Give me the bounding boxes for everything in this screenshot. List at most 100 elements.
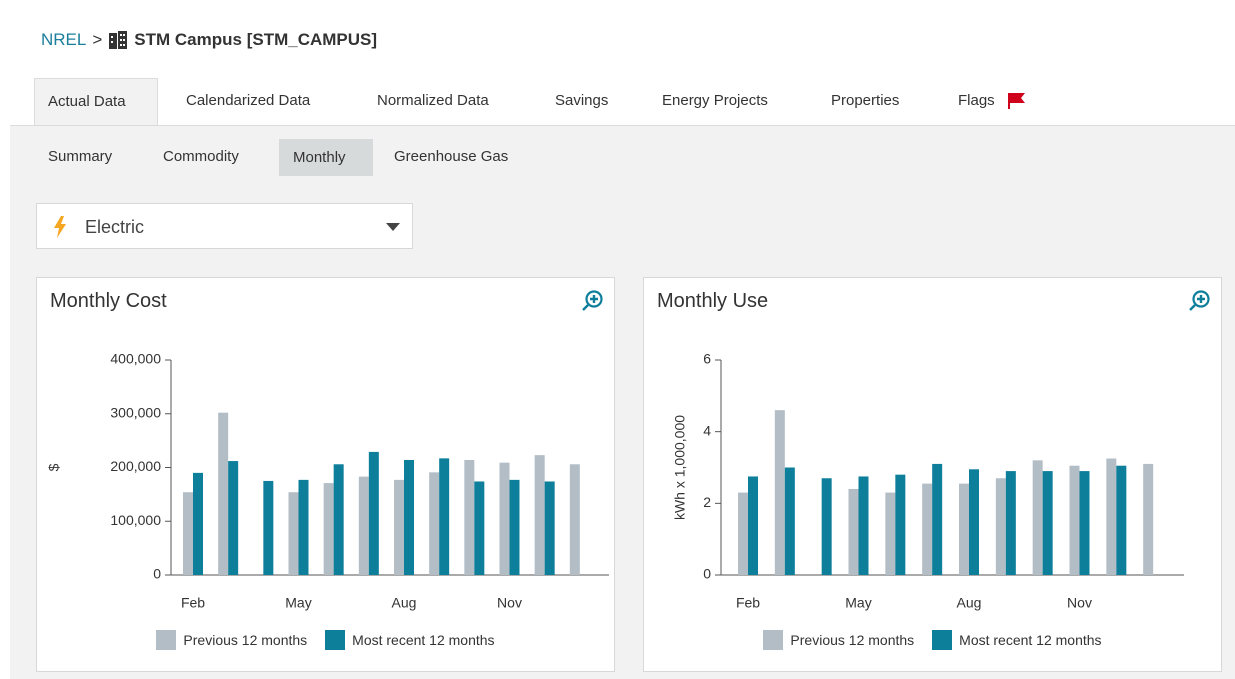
bar	[932, 463, 943, 575]
bar	[848, 489, 859, 575]
zoom-plus	[1189, 295, 1205, 311]
bar	[404, 459, 414, 575]
bar	[1042, 471, 1053, 575]
x-tick-label: Nov	[1067, 595, 1092, 611]
legend-label: Previous 12 months	[790, 632, 915, 648]
legend-item: Previous 12 months	[156, 630, 307, 650]
legend-item: Most recent 12 months	[325, 630, 495, 650]
bar	[429, 472, 440, 575]
bar	[1106, 458, 1117, 575]
zoom-icon[interactable]	[581, 290, 603, 312]
legend-item: Most recent 12 months	[932, 630, 1102, 650]
x-tick-label: May	[285, 595, 311, 611]
chart-title: Monthly Cost	[50, 290, 167, 312]
legend: Previous 12 months Most recent 12 months	[644, 630, 1221, 650]
subtab[interactable]: Greenhouse Gas	[394, 148, 509, 165]
bar	[358, 476, 369, 575]
legend-swatch	[325, 630, 346, 650]
lightning-icon	[54, 216, 66, 238]
breadcrumb-separator: >	[92, 30, 103, 49]
bar	[263, 480, 274, 575]
y-axis-label: $	[46, 463, 62, 471]
bar	[1069, 465, 1080, 575]
zoom-plus	[582, 295, 598, 311]
flag-icon	[1008, 93, 1025, 109]
bar	[969, 469, 979, 575]
bar	[922, 483, 933, 575]
bar	[885, 492, 896, 575]
zoom-icon[interactable]	[1188, 290, 1210, 312]
breadcrumb-root[interactable]: NREL	[41, 30, 87, 49]
bar	[858, 476, 869, 575]
bar	[368, 451, 379, 575]
bar	[738, 492, 748, 575]
bar	[1032, 460, 1043, 575]
dropdown-value: Electric	[85, 217, 145, 237]
caret-icon	[386, 223, 400, 231]
legend-label: Most recent 12 months	[959, 632, 1102, 648]
subtab[interactable]: Monthly	[279, 139, 373, 176]
y-tick-label: 100,000	[110, 512, 161, 528]
bar	[499, 462, 510, 575]
tab[interactable]: Flags	[958, 92, 995, 109]
bar	[784, 467, 795, 575]
chart-panel: Monthly Use 0 2 4 6 kWh x 1,000,000 Feb May Aug N…	[643, 277, 1222, 672]
bar	[183, 492, 193, 575]
bar	[774, 410, 785, 575]
tab[interactable]: Energy Projects	[662, 92, 768, 109]
legend-label: Most recent 12 months	[352, 632, 495, 648]
bar	[193, 472, 203, 575]
legend-label: Previous 12 months	[183, 632, 308, 648]
legend-swatch	[932, 630, 953, 650]
tab[interactable]: Normalized Data	[377, 92, 489, 109]
breadcrumb: NREL > STM Campus [STM_CAMPUS]	[41, 30, 377, 50]
bar	[298, 479, 309, 575]
chart-title: Monthly Use	[657, 290, 769, 312]
subtab[interactable]: Summary	[48, 148, 113, 165]
bar	[288, 492, 299, 575]
bar	[394, 479, 404, 575]
bar	[1143, 463, 1154, 575]
bar	[544, 481, 555, 575]
commodity-dropdown[interactable]: Electric	[36, 203, 413, 249]
x-tick-label: May	[845, 595, 871, 611]
y-tick-label: 6	[703, 351, 711, 367]
chart: 0 100,000 200,000 300,000 400,000 $ Feb May Aug N…	[46, 351, 609, 611]
tab[interactable]: Calendarized Data	[186, 92, 311, 109]
bar	[333, 464, 344, 575]
bar	[748, 476, 758, 575]
zoom-ring	[1192, 290, 1210, 308]
building-icon	[109, 31, 128, 49]
bar	[474, 481, 485, 575]
bar	[569, 464, 580, 575]
tab[interactable]: Properties	[831, 92, 900, 109]
bar	[821, 478, 832, 575]
bar	[228, 461, 239, 575]
y-tick-label: 2	[703, 494, 711, 510]
chart: 0 2 4 6 kWh x 1,000,000 Feb May Aug Nov	[672, 351, 1184, 611]
breadcrumb-name: STM Campus [STM_CAMPUS]	[134, 30, 378, 49]
bar	[218, 412, 229, 575]
bar	[509, 479, 520, 575]
y-tick-label: 4	[703, 422, 711, 438]
tab[interactable]: Actual Data	[34, 78, 158, 125]
x-tick-label: Aug	[957, 595, 982, 611]
legend-swatch	[763, 630, 784, 650]
bar	[995, 478, 1006, 575]
y-tick-label: 300,000	[110, 404, 161, 420]
y-axis-label: kWh x 1,000,000	[672, 415, 688, 520]
tab[interactable]: Savings	[555, 92, 609, 109]
y-tick-label: 0	[703, 566, 711, 582]
bar	[1116, 465, 1127, 575]
legend-item: Previous 12 months	[763, 630, 914, 650]
subtab[interactable]: Commodity	[163, 148, 239, 165]
x-tick-label: Feb	[736, 595, 760, 611]
bar	[959, 483, 969, 575]
y-tick-label: 400,000	[110, 351, 161, 367]
legend: Previous 12 months Most recent 12 months	[37, 630, 614, 650]
bar	[323, 483, 334, 575]
legend-swatch	[156, 630, 177, 650]
bar	[895, 474, 906, 575]
bar	[464, 459, 475, 575]
